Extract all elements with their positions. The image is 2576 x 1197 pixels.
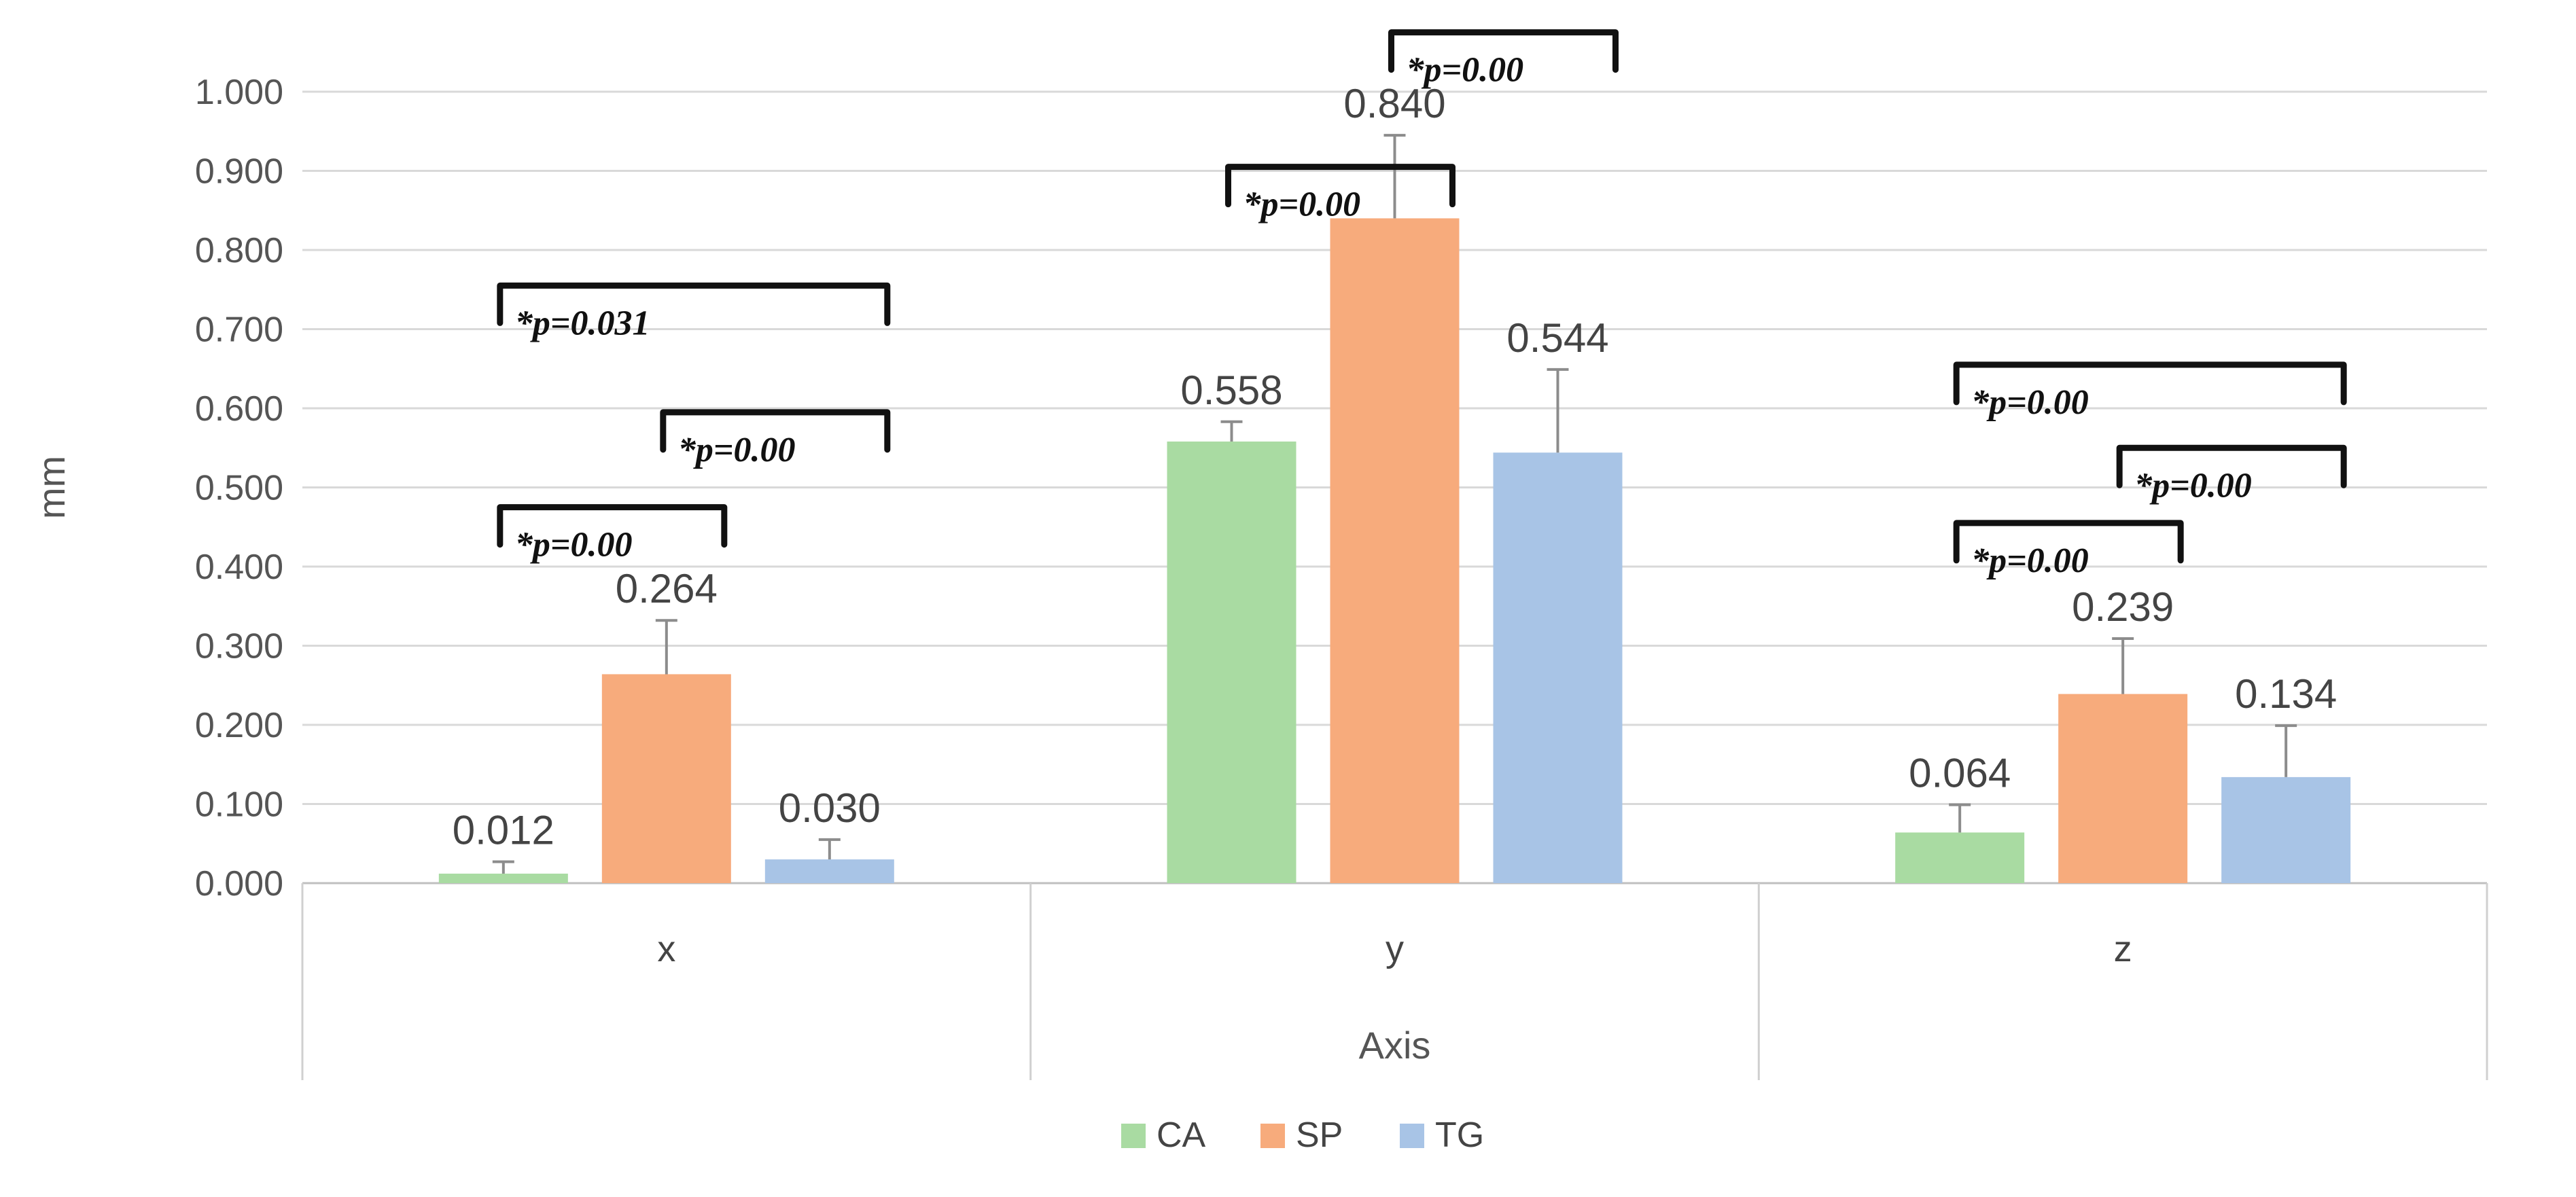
data-label: 0.064 <box>1909 751 2011 796</box>
y-tick-label: 0.800 <box>195 231 283 270</box>
y-tick-label: 0.700 <box>195 310 283 350</box>
data-label: 0.264 <box>616 566 718 611</box>
x-tick-label: z <box>2114 929 2132 969</box>
data-label: 0.239 <box>2072 584 2174 630</box>
significance-label: *p=0.00 <box>2134 466 2252 505</box>
bars <box>438 134 2351 883</box>
significance-bracket <box>660 409 891 453</box>
y-tick-label: 0.300 <box>195 627 283 666</box>
bar-ca <box>1895 832 2025 883</box>
legend-label-sp: SP <box>1296 1115 1343 1155</box>
data-labels: 0.012 0.558 0.064 0.264 0.840 0.239 0.030 0.544… <box>453 81 2337 853</box>
legend-swatch-ca <box>1121 1124 1146 1148</box>
significance-bracket <box>1388 29 1619 73</box>
significance-annotations: *p=0.031 *p=0.00 *p=0.00 *p=0.00 *p=0.00 *p=0… <box>497 29 2347 580</box>
axes: 0.000 0.100 0.200 0.300 0.400 0.500 0.600 0.700… <box>30 73 2488 1080</box>
significance-label: *p=0.00 <box>515 526 633 565</box>
significance-bracket <box>497 504 728 548</box>
significance-bracket <box>497 282 891 326</box>
data-label: 0.030 <box>779 785 881 831</box>
legend: CA SP TG <box>1121 1115 1484 1155</box>
y-tick-label: 0.100 <box>195 785 283 825</box>
bar-ca <box>438 874 568 883</box>
data-label: 0.544 <box>1506 315 1608 361</box>
significance-bracket <box>2116 444 2347 488</box>
bar-sp <box>2058 694 2188 883</box>
legend-label-tg: TG <box>1435 1115 1484 1155</box>
y-tick-label: 0.200 <box>195 706 283 745</box>
data-label: 0.012 <box>453 808 554 853</box>
significance-label: *p=0.00 <box>1971 541 2089 580</box>
y-tick-label: 1.000 <box>195 73 283 112</box>
data-label: 0.558 <box>1180 368 1282 413</box>
y-tick-label: 0.400 <box>195 548 283 587</box>
significance-bracket <box>1225 164 1455 208</box>
significance-label: *p=0.031 <box>515 304 650 342</box>
bar-tg <box>2221 776 2351 883</box>
significance-bracket <box>1953 361 2347 406</box>
bar-ca <box>1167 441 1296 883</box>
significance-label: *p=0.00 <box>1971 383 2089 422</box>
significance-bracket <box>1953 520 2184 564</box>
significance-label: *p=0.00 <box>1407 51 1524 90</box>
y-tick-label: 0.900 <box>195 152 283 192</box>
x-axis-title: Axis <box>1359 1024 1431 1067</box>
x-tick-label: y <box>1386 929 1404 969</box>
data-label: 0.840 <box>1343 81 1445 126</box>
bar-tg <box>764 859 894 883</box>
legend-label-ca: CA <box>1157 1115 1206 1155</box>
data-label: 0.134 <box>2235 671 2337 717</box>
y-tick-label: 0.000 <box>195 864 283 904</box>
bar-sp <box>1330 218 1460 883</box>
legend-swatch-sp <box>1260 1124 1285 1148</box>
legend-swatch-tg <box>1400 1124 1424 1148</box>
bar-sp <box>601 674 731 883</box>
significance-label: *p=0.00 <box>678 431 796 469</box>
x-tick-label: x <box>657 929 675 969</box>
significance-label: *p=0.00 <box>1243 185 1361 224</box>
bar-tg <box>1493 452 1623 883</box>
y-axis-title: mm <box>30 456 73 519</box>
y-tick-label: 0.500 <box>195 469 283 508</box>
y-tick-label: 0.600 <box>195 389 283 429</box>
